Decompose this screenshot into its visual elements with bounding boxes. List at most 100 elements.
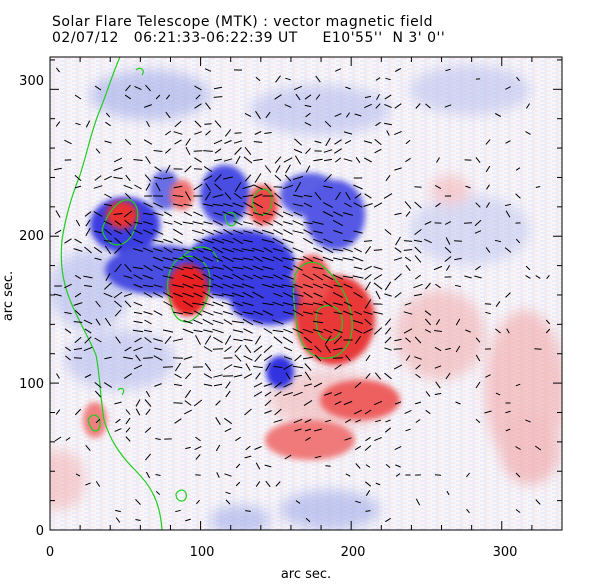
field-vector [504, 247, 512, 253]
field-vector [446, 490, 450, 496]
field-vector [272, 237, 284, 245]
field-vector [312, 266, 324, 270]
field-vector [374, 372, 382, 380]
y-axis-label: arc sec. [1, 271, 16, 321]
field-vector [55, 409, 61, 415]
field-vector [332, 302, 344, 306]
field-vector [124, 94, 132, 100]
field-vector [304, 371, 312, 381]
field-vector [143, 202, 153, 208]
field-vector [84, 285, 92, 287]
field-vector [353, 266, 363, 270]
field-vector [363, 203, 373, 207]
field-vector [192, 247, 204, 253]
field-vector [273, 419, 283, 423]
field-vector [164, 335, 172, 345]
field-vector [414, 246, 422, 254]
field-vector [415, 274, 421, 280]
field-vector [415, 419, 421, 423]
field-vector [252, 274, 264, 280]
field-vector [255, 110, 261, 120]
field-vector [183, 266, 193, 270]
field-vector [183, 203, 193, 207]
field-vector [364, 193, 372, 199]
field-vector [114, 246, 122, 254]
field-vector [152, 229, 164, 235]
field-vector [414, 401, 422, 405]
field-vector [322, 256, 334, 262]
field-vector [333, 257, 343, 261]
observation-info: 02/07/12 06:21:33-06:22:39 UT E10'55'' N… [52, 30, 446, 46]
field-vector [515, 383, 521, 387]
field-vector [195, 474, 201, 476]
field-vector [394, 167, 402, 171]
field-vector [94, 257, 102, 261]
field-vector [114, 401, 122, 405]
field-vector [363, 240, 373, 242]
field-vector [334, 391, 342, 397]
field-vector [216, 472, 220, 478]
field-vector [95, 300, 101, 308]
field-vector [132, 266, 144, 270]
field-vector [385, 175, 391, 181]
field-vector [213, 374, 223, 378]
field-vector [334, 400, 342, 406]
field-vector [515, 167, 521, 171]
field-vector [516, 76, 520, 82]
field-vector [75, 122, 81, 126]
field-vector [165, 164, 171, 174]
field-vector [525, 419, 531, 423]
field-vector [322, 211, 334, 217]
field-vector [375, 482, 381, 486]
field-vector [324, 392, 332, 396]
field-vector [73, 321, 83, 323]
field-vector [221, 293, 235, 297]
contour-ring [292, 261, 353, 359]
field-vector [272, 210, 284, 218]
field-vector [375, 77, 381, 81]
field-vector [283, 265, 293, 271]
field-vector [75, 219, 81, 227]
field-vector [215, 400, 221, 406]
field-vector [194, 131, 202, 135]
field-vector [415, 373, 421, 379]
field-vector [364, 95, 372, 99]
field-vector [252, 291, 264, 299]
field-vector [202, 273, 214, 281]
field-vector [294, 155, 302, 165]
field-vector [333, 311, 343, 315]
field-vector [302, 255, 314, 263]
field-vector [535, 499, 541, 505]
y-tick-label: 100 [19, 377, 44, 392]
field-vector [153, 202, 163, 208]
field-vector [343, 283, 353, 289]
field-vector [293, 194, 303, 198]
field-vector [173, 238, 183, 244]
field-vector [403, 249, 413, 251]
field-vector [175, 509, 181, 513]
field-vector [403, 328, 413, 334]
field-vector [365, 436, 371, 442]
field-vector [153, 284, 163, 288]
field-vector [172, 265, 184, 271]
field-vector [105, 121, 111, 127]
field-vector [231, 292, 245, 298]
field-vector [143, 311, 153, 315]
field-vector [152, 292, 164, 298]
field-vector [355, 156, 361, 164]
field-vector [363, 140, 373, 144]
field-vector [322, 273, 334, 281]
field-vector [414, 336, 422, 344]
field-vector [104, 282, 112, 290]
field-vector [165, 111, 171, 119]
field-vector [304, 94, 312, 100]
field-vector [225, 390, 231, 398]
field-vector [303, 221, 313, 225]
field-vector [173, 185, 183, 189]
field-vector [95, 148, 101, 154]
field-vector [134, 184, 142, 190]
field-vector [485, 247, 491, 253]
field-vector [55, 121, 61, 127]
field-vector [545, 319, 551, 325]
field-vector [484, 303, 492, 305]
